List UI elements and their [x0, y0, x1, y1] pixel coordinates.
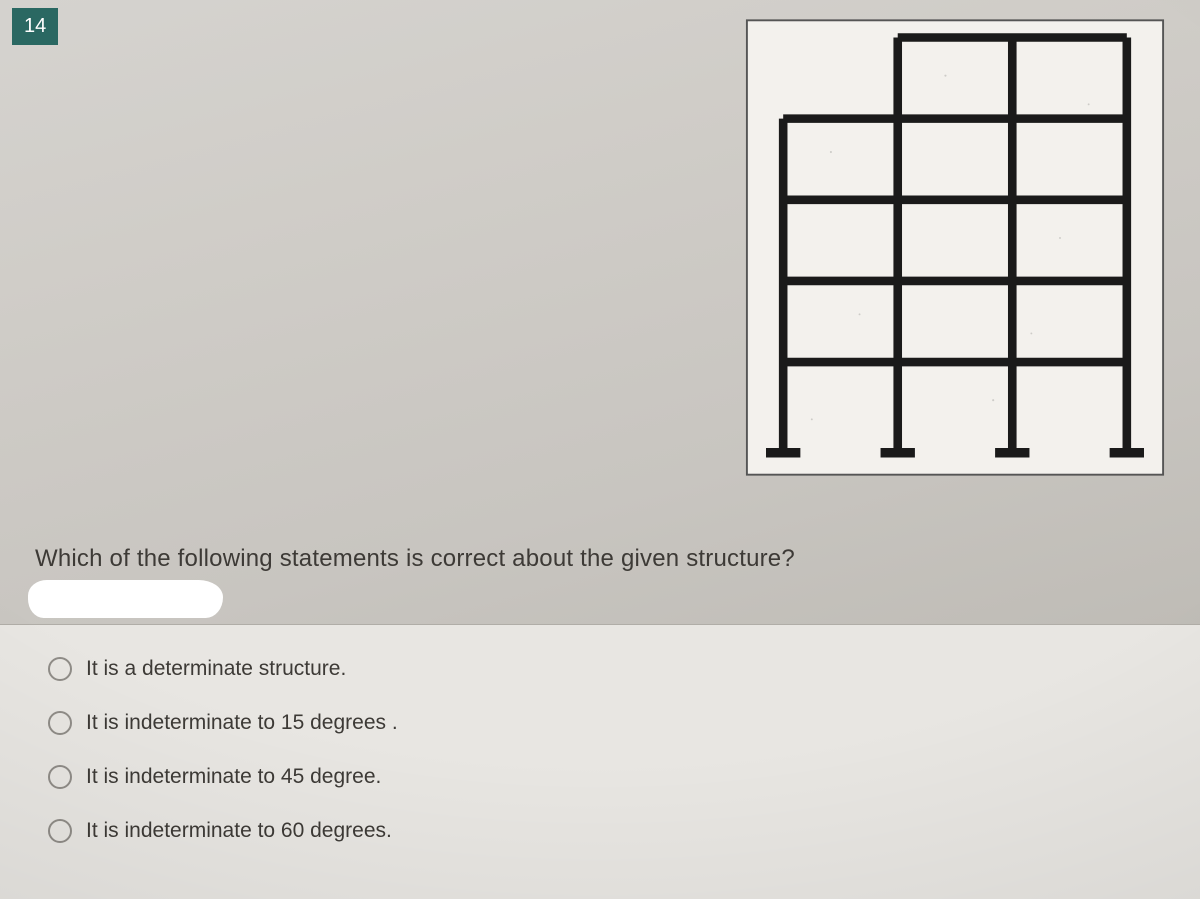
radio-icon[interactable] — [48, 765, 72, 789]
redaction-smudge — [28, 580, 223, 618]
structure-figure — [745, 10, 1165, 485]
question-number-text: 14 — [24, 15, 46, 37]
answer-label: It is indeterminate to 45 degree. — [86, 765, 381, 789]
answer-option-2[interactable]: It is indeterminate to 15 degrees . — [48, 711, 1160, 735]
answer-label: It is a determinate structure. — [86, 657, 346, 681]
answer-option-3[interactable]: It is indeterminate to 45 degree. — [48, 765, 1160, 789]
answer-option-4[interactable]: It is indeterminate to 60 degrees. — [48, 819, 1160, 843]
question-text: Which of the following statements is cor… — [35, 545, 795, 573]
answer-label: It is indeterminate to 15 degrees . — [86, 711, 398, 735]
question-number-badge: 14 — [12, 8, 58, 45]
answer-options-group: It is a determinate structure. It is ind… — [0, 625, 1200, 843]
radio-icon[interactable] — [48, 819, 72, 843]
frame-diagram-svg — [745, 10, 1165, 485]
radio-icon[interactable] — [48, 711, 72, 735]
answer-option-1[interactable]: It is a determinate structure. — [48, 657, 1160, 681]
answer-label: It is indeterminate to 60 degrees. — [86, 819, 392, 843]
radio-icon[interactable] — [48, 657, 72, 681]
question-panel: 14 — [0, 0, 1200, 625]
